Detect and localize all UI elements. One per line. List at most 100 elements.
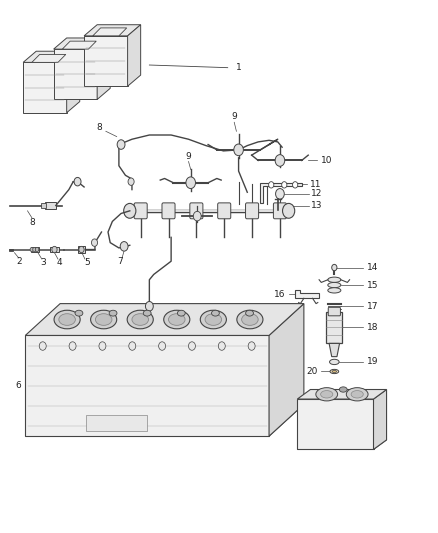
Polygon shape — [260, 183, 302, 203]
Polygon shape — [329, 343, 339, 357]
Ellipse shape — [169, 314, 185, 325]
Circle shape — [33, 247, 36, 252]
Ellipse shape — [91, 310, 117, 329]
Polygon shape — [25, 304, 304, 335]
Polygon shape — [25, 405, 304, 436]
FancyBboxPatch shape — [162, 203, 175, 219]
Circle shape — [129, 342, 136, 350]
Ellipse shape — [328, 277, 341, 282]
FancyBboxPatch shape — [134, 203, 147, 219]
Ellipse shape — [95, 314, 112, 325]
Text: 1: 1 — [236, 63, 241, 72]
Circle shape — [99, 342, 106, 350]
Circle shape — [30, 247, 34, 252]
Bar — [45, 202, 56, 209]
Ellipse shape — [237, 310, 263, 329]
Ellipse shape — [330, 369, 339, 374]
Circle shape — [188, 342, 195, 350]
Ellipse shape — [246, 310, 254, 316]
Text: 17: 17 — [367, 302, 378, 311]
Text: 11: 11 — [310, 180, 321, 189]
Bar — [78, 246, 85, 253]
Circle shape — [35, 247, 39, 252]
Bar — [326, 312, 342, 343]
Polygon shape — [32, 54, 66, 62]
Bar — [86, 415, 147, 431]
Polygon shape — [295, 290, 319, 298]
Circle shape — [193, 212, 201, 221]
Bar — [50, 247, 59, 252]
Circle shape — [276, 189, 284, 199]
Text: 8: 8 — [30, 218, 35, 227]
Circle shape — [218, 342, 225, 350]
Ellipse shape — [339, 387, 347, 392]
Circle shape — [268, 182, 274, 188]
Polygon shape — [23, 62, 67, 113]
Text: 8: 8 — [96, 123, 102, 132]
Text: 6: 6 — [15, 381, 21, 390]
Circle shape — [69, 342, 76, 350]
Circle shape — [275, 155, 285, 166]
Text: 7: 7 — [117, 257, 123, 265]
Ellipse shape — [59, 314, 75, 325]
Circle shape — [186, 177, 195, 189]
Ellipse shape — [75, 310, 83, 316]
Text: 19: 19 — [367, 358, 378, 367]
Ellipse shape — [328, 282, 341, 288]
Polygon shape — [297, 440, 387, 449]
Text: 20: 20 — [306, 367, 318, 376]
Ellipse shape — [329, 359, 339, 365]
Circle shape — [293, 182, 298, 188]
Bar — [41, 204, 46, 208]
Polygon shape — [97, 38, 110, 100]
Text: 3: 3 — [40, 259, 46, 267]
Polygon shape — [62, 41, 96, 49]
FancyBboxPatch shape — [190, 203, 203, 219]
Circle shape — [234, 144, 244, 156]
Circle shape — [145, 302, 153, 311]
Circle shape — [124, 204, 136, 218]
Text: 6: 6 — [139, 318, 145, 327]
Ellipse shape — [328, 288, 341, 293]
Text: 9: 9 — [186, 152, 191, 161]
Text: 4: 4 — [57, 259, 62, 267]
Circle shape — [128, 178, 134, 185]
Ellipse shape — [332, 370, 336, 373]
Polygon shape — [23, 51, 80, 62]
Polygon shape — [84, 25, 141, 36]
Polygon shape — [374, 390, 387, 449]
Polygon shape — [25, 335, 269, 436]
Ellipse shape — [212, 310, 219, 316]
Ellipse shape — [346, 387, 368, 401]
FancyBboxPatch shape — [328, 308, 340, 316]
Polygon shape — [84, 36, 127, 86]
FancyBboxPatch shape — [246, 203, 258, 219]
Circle shape — [248, 342, 255, 350]
Ellipse shape — [143, 310, 151, 316]
Ellipse shape — [200, 310, 226, 329]
Text: 14: 14 — [367, 263, 378, 272]
Polygon shape — [93, 28, 127, 36]
Ellipse shape — [132, 314, 148, 325]
Circle shape — [117, 140, 125, 149]
Ellipse shape — [164, 310, 190, 329]
Text: 13: 13 — [311, 201, 323, 210]
Text: 2: 2 — [17, 257, 22, 266]
Ellipse shape — [205, 314, 222, 325]
Ellipse shape — [351, 391, 363, 398]
Text: 15: 15 — [367, 280, 378, 289]
FancyBboxPatch shape — [273, 203, 286, 219]
Text: 18: 18 — [367, 323, 378, 332]
Polygon shape — [297, 399, 374, 449]
Ellipse shape — [316, 387, 338, 401]
Text: 10: 10 — [321, 156, 333, 165]
Polygon shape — [53, 38, 110, 49]
Text: 12: 12 — [311, 189, 323, 198]
Ellipse shape — [54, 310, 80, 329]
Text: 9: 9 — [231, 112, 237, 122]
Circle shape — [283, 204, 295, 218]
Polygon shape — [53, 49, 97, 100]
Bar — [31, 247, 39, 252]
Text: 16: 16 — [274, 289, 286, 298]
Circle shape — [282, 182, 287, 188]
